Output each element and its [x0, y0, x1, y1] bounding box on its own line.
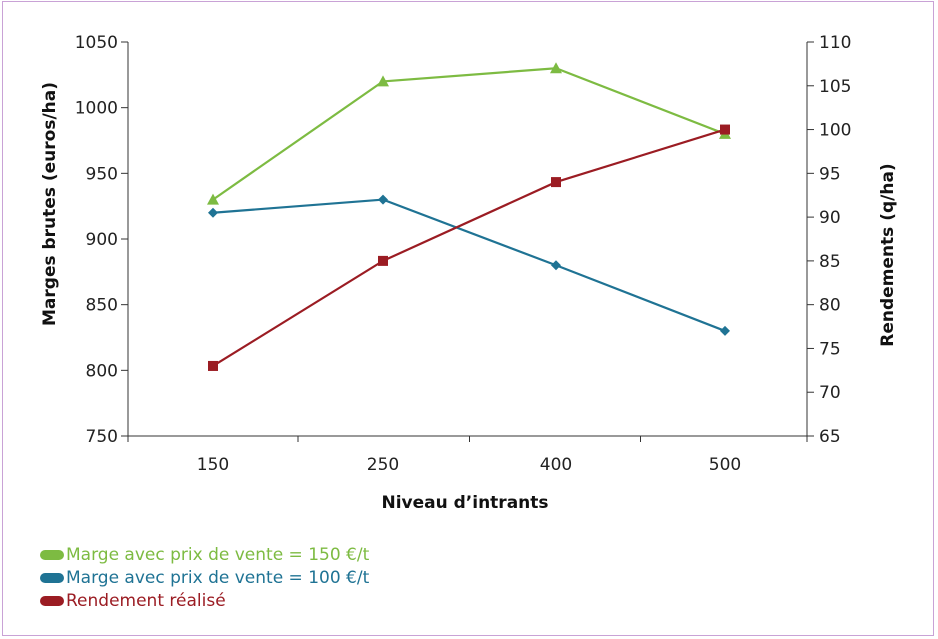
y2-tick-label: 85	[819, 252, 841, 272]
y2-axis-title: Rendements (q/ha)	[878, 163, 898, 346]
data-point	[378, 255, 388, 266]
legend-item: Marge avec prix de vente = 150 €/t	[40, 543, 369, 566]
y-tick-label: 800	[86, 361, 118, 381]
legend-swatch	[40, 595, 64, 606]
data-point	[207, 193, 219, 205]
y2-tick-label: 105	[819, 77, 851, 97]
y2-tick-label: 110	[819, 33, 851, 53]
series-line	[212, 67, 726, 201]
y-tick-label: 950	[86, 164, 118, 184]
legend-swatch	[40, 549, 64, 560]
data-point	[720, 325, 730, 336]
y-tick-label: 1050	[75, 33, 118, 53]
series-line	[212, 198, 726, 332]
data-point	[551, 260, 561, 271]
series-line	[212, 128, 726, 367]
y-tick-label: 750	[86, 427, 118, 447]
data-point	[378, 194, 388, 205]
legend: Marge avec prix de vente = 150 €/t Marge …	[40, 543, 369, 612]
y2-tick-label: 65	[819, 427, 841, 447]
data-point	[720, 124, 730, 135]
x-tick-label: 400	[540, 455, 572, 475]
y-tick-label: 900	[86, 230, 118, 250]
x-tick-label: 150	[197, 455, 229, 475]
y-tick-label: 1000	[75, 99, 118, 119]
legend-label: Marge avec prix de vente = 100 €/t	[66, 567, 370, 588]
y2-tick-label: 100	[819, 121, 851, 141]
x-tick-label: 500	[709, 455, 741, 475]
data-point	[208, 360, 218, 371]
y-axis-title: Marges brutes (euros/ha)	[40, 82, 60, 326]
data-point	[208, 207, 218, 218]
y2-tick-label: 90	[819, 208, 841, 228]
legend-item: Marge avec prix de vente = 100 €/t	[40, 566, 369, 589]
y2-tick-label: 75	[819, 339, 841, 359]
legend-item: Rendement réalisé	[40, 589, 369, 612]
x-axis-title: Niveau d’intrants	[381, 493, 548, 513]
axes: 750 800 850 900 950 1000 1050 65 70 75 80 85 90 95 100…	[75, 33, 852, 475]
legend-label: Marge avec prix de vente = 150 €/t	[66, 544, 370, 565]
y2-tick-label: 70	[819, 383, 841, 403]
legend-swatch	[40, 572, 64, 583]
legend-label: Rendement réalisé	[66, 590, 226, 611]
series-marks	[207, 62, 731, 371]
y-tick-label: 850	[86, 296, 118, 316]
y2-tick-label: 95	[819, 164, 841, 184]
data-point	[551, 177, 561, 188]
y2-tick-label: 80	[819, 296, 841, 316]
data-point	[377, 75, 389, 87]
data-point	[550, 62, 562, 74]
x-tick-label: 250	[367, 455, 399, 475]
